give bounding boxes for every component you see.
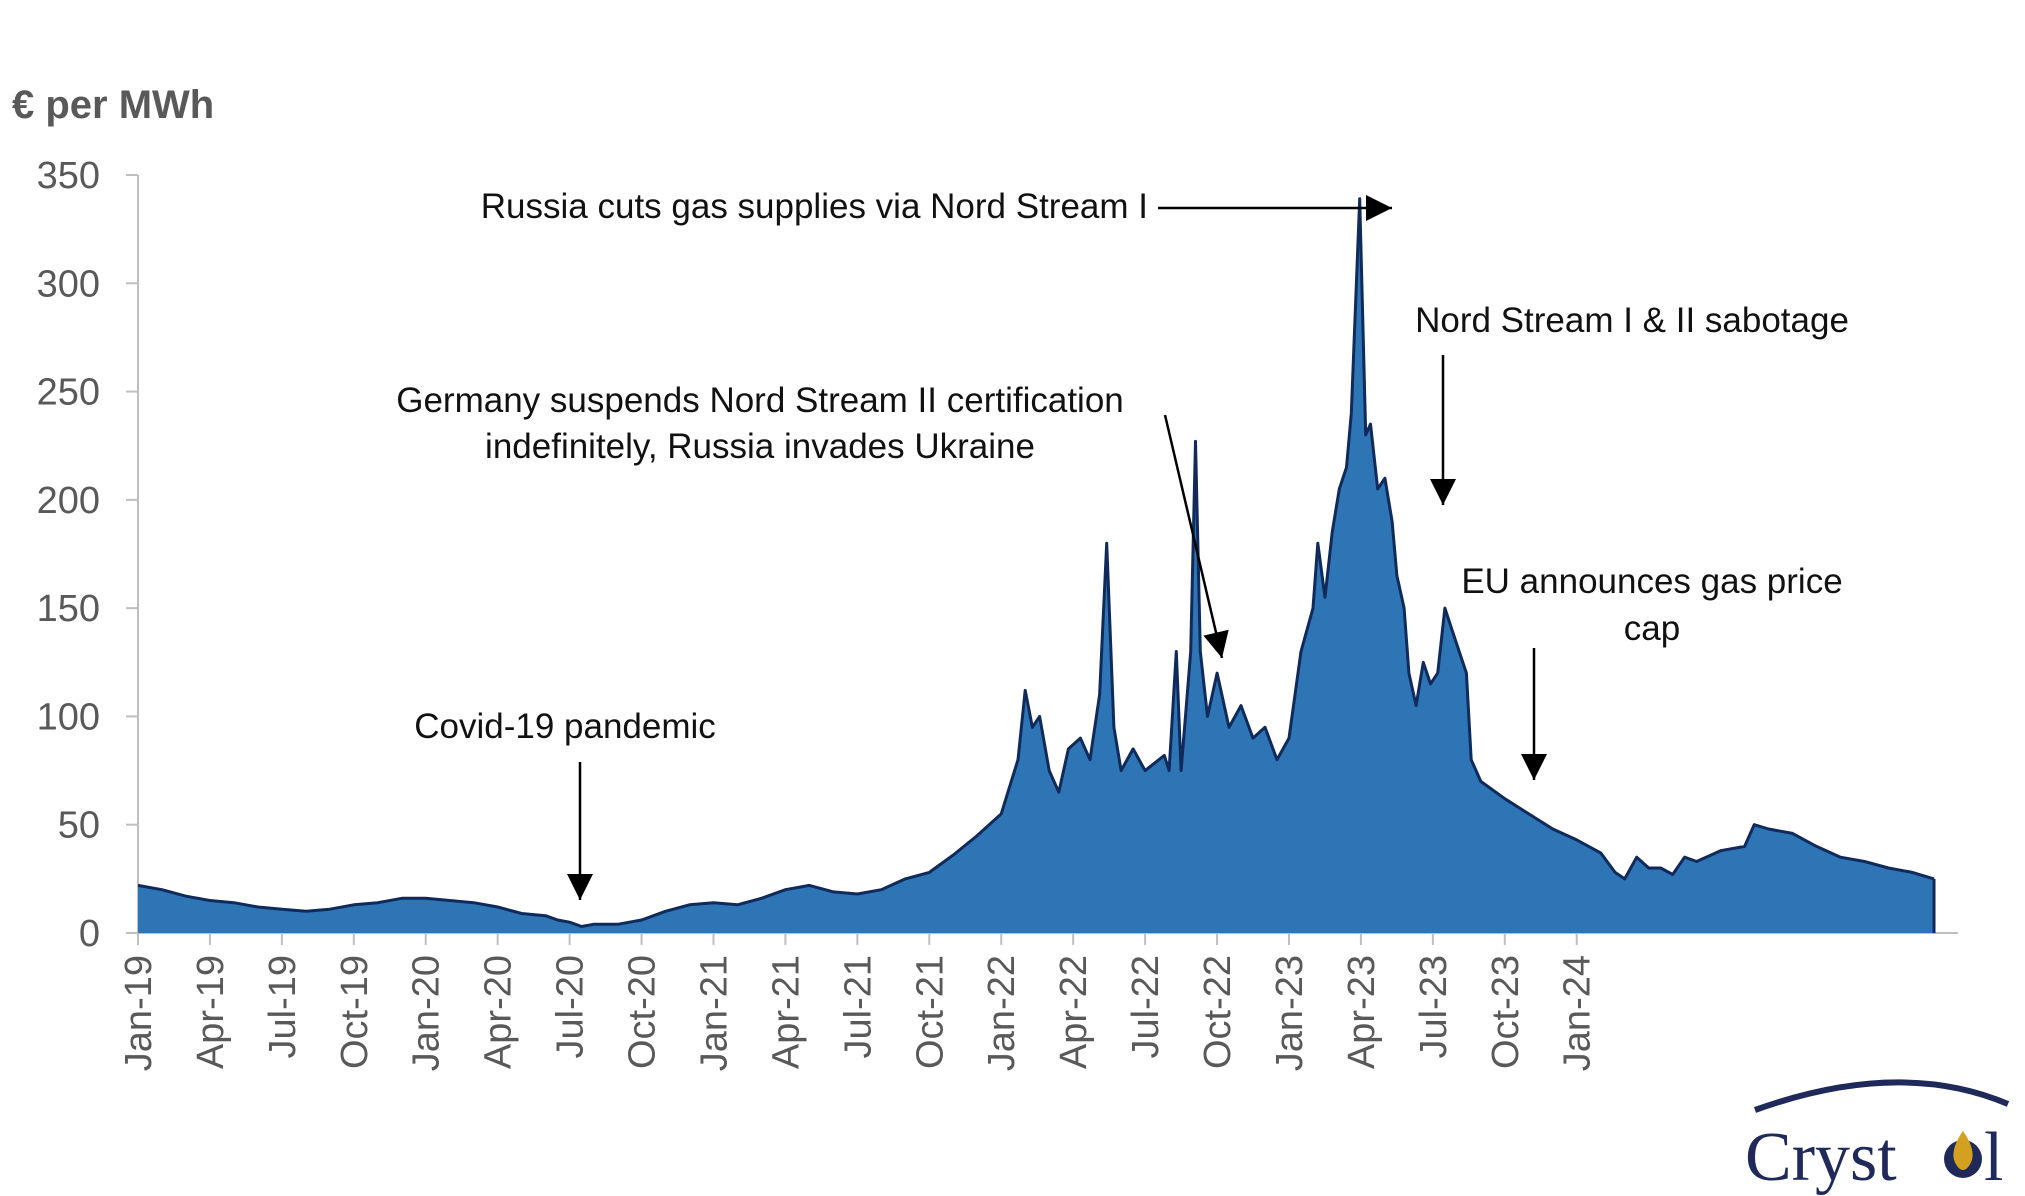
y-tick-label: 300 bbox=[37, 263, 100, 305]
series-area bbox=[137, 197, 1936, 934]
annotation-text: indefinitely, Russia invades Ukraine bbox=[485, 427, 1035, 466]
x-axis: Jan-19 Apr-19 Jul-19 Oct-19 Jan-20 Apr-20 Jul-… bbox=[118, 932, 1958, 1071]
x-tick-label: Oct-23 bbox=[1485, 955, 1527, 1069]
x-tick-label: Jan-22 bbox=[981, 955, 1023, 1071]
x-tick-label: Jan-23 bbox=[1269, 955, 1311, 1071]
y-tick-label: 350 bbox=[37, 155, 100, 197]
annotation-arrow-line bbox=[1163, 414, 1224, 659]
annotation-arrowhead bbox=[567, 874, 593, 900]
x-tick-label: Oct-21 bbox=[909, 955, 951, 1069]
x-tick-label: Jul-21 bbox=[837, 955, 879, 1059]
annotation-text: Russia cuts gas supplies via Nord Stream… bbox=[481, 187, 1148, 226]
annotation-arrowhead bbox=[1366, 195, 1392, 221]
x-tick-label: Apr-21 bbox=[765, 955, 807, 1069]
annotation-text: cap bbox=[1624, 609, 1680, 648]
x-tick-label: Jul-20 bbox=[550, 955, 592, 1059]
x-tick-label: Oct-22 bbox=[1197, 955, 1239, 1069]
annotations: Covid-19 pandemic Germany suspends Nord S… bbox=[396, 187, 1849, 900]
x-tick-label: Apr-22 bbox=[1053, 955, 1095, 1069]
x-tick-label: Jan-19 bbox=[118, 955, 160, 1071]
x-tick-label: Jan-20 bbox=[406, 955, 448, 1071]
series-area-fill bbox=[138, 198, 1934, 934]
x-tick-label: Oct-19 bbox=[334, 955, 376, 1069]
x-tick-label: Jan-21 bbox=[693, 955, 735, 1071]
y-tick-label: 200 bbox=[37, 480, 100, 522]
y-tick-label: 0 bbox=[79, 913, 100, 955]
series-line bbox=[137, 197, 1935, 928]
annotation-arrowhead bbox=[1521, 754, 1547, 780]
x-tick-label: Apr-19 bbox=[190, 955, 232, 1069]
x-tick-label: Jul-23 bbox=[1413, 955, 1455, 1059]
annotation-arrowhead bbox=[1430, 479, 1456, 505]
x-tick-label: Jan-24 bbox=[1557, 955, 1599, 1071]
y-axis-label: € per MWh bbox=[12, 83, 214, 127]
x-tick-label: Jul-22 bbox=[1125, 955, 1167, 1059]
logo-arc bbox=[1753, 1079, 2010, 1113]
y-tick-label: 50 bbox=[58, 805, 100, 847]
y-tick-label: 150 bbox=[37, 588, 100, 630]
logo-text-suffix: l bbox=[1984, 1119, 2003, 1196]
x-tick-label: Apr-23 bbox=[1341, 955, 1383, 1069]
annotation-text: Germany suspends Nord Stream II certific… bbox=[396, 381, 1124, 420]
annotation-arrowhead bbox=[1203, 629, 1229, 658]
x-tick-label: Jul-19 bbox=[262, 955, 304, 1059]
y-axis: 0 50 100 150 200 250 300 350 bbox=[37, 155, 139, 955]
x-tick-label: Apr-20 bbox=[478, 955, 520, 1069]
y-tick-label: 250 bbox=[37, 372, 100, 414]
y-tick-label: 100 bbox=[37, 696, 100, 738]
crystol-logo: Cryst l bbox=[1745, 1079, 2010, 1196]
annotation-text: Covid-19 pandemic bbox=[414, 707, 716, 746]
x-tick-label: Oct-20 bbox=[622, 955, 664, 1069]
logo-drop-icon bbox=[1944, 1131, 1982, 1178]
annotation-text: Nord Stream I & II sabotage bbox=[1415, 301, 1849, 340]
annotation-text: EU announces gas price bbox=[1461, 562, 1842, 601]
logo-text: Cryst bbox=[1745, 1119, 1897, 1196]
